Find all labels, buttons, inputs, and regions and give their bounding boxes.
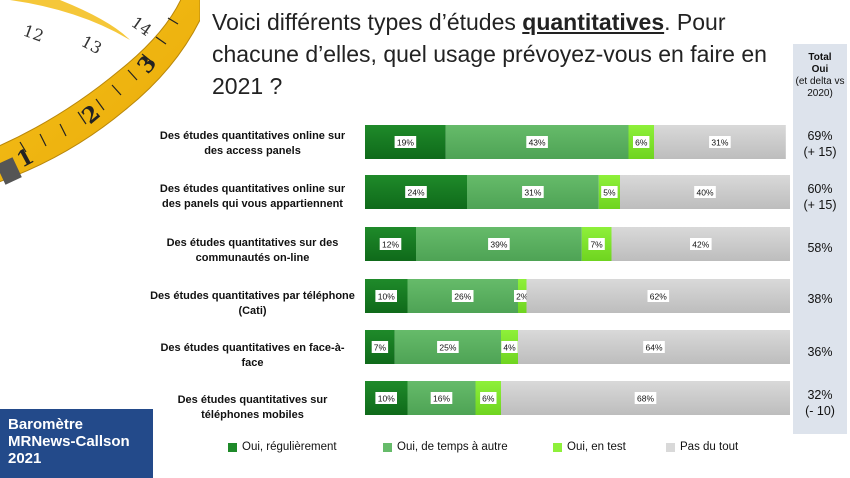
- data-label-row2-series3: 5%: [603, 187, 616, 197]
- category-label-1: Des études quantitatives online sur des …: [159, 130, 346, 157]
- data-label-row4-series2: 26%: [454, 291, 471, 301]
- category-label-6: Des études quantitatives sur téléphones …: [177, 394, 328, 421]
- data-label-box-row3-series3: [588, 238, 605, 250]
- total-value-row-1: 69% (+ 15): [803, 129, 837, 159]
- data-label-box-row5-series2: [437, 341, 459, 353]
- data-label-row6-series3: 6%: [482, 393, 495, 403]
- data-label-row4-series3: 2%: [516, 291, 529, 301]
- data-label-row2-series1: 24%: [407, 187, 424, 197]
- data-label-row4-series4: 62%: [650, 291, 667, 301]
- title-emphasis: quantitatives: [522, 9, 665, 35]
- data-label-row1-series2: 43%: [529, 137, 546, 147]
- data-label-box-row1-series3: [633, 136, 650, 148]
- data-label-row6-series4: 68%: [637, 393, 654, 403]
- data-label-row2-series4: 40%: [696, 187, 713, 197]
- category-label-4: Des études quantitatives par téléphone (…: [150, 290, 355, 317]
- data-label-box-row6-series3: [480, 392, 497, 404]
- data-label-box-row2-series3: [601, 186, 618, 198]
- data-label-box-row1-series2: [526, 136, 548, 148]
- data-label-row1-series1: 19%: [397, 137, 414, 147]
- total-value-row-3: 58%: [807, 241, 833, 255]
- data-label-box-row5-series3: [501, 341, 518, 353]
- total-value-row-2: 60% (+ 15): [803, 182, 837, 212]
- measuring-tape-image: 1 2 3 12 13 14: [0, 0, 200, 185]
- category-label-2: Des études quantitatives online sur des …: [159, 183, 346, 210]
- legend-item-reguliere: Oui, régulièrement: [228, 440, 337, 454]
- data-label-box-row6-series4: [634, 392, 657, 404]
- total-header-oui: Oui: [811, 64, 829, 75]
- data-label-row2-series2: 31%: [524, 187, 541, 197]
- total-header-label: Total: [808, 52, 832, 63]
- total-value-row-6: 32% (- 10): [805, 388, 835, 418]
- data-label-box-row6-series2: [430, 392, 453, 404]
- data-label-row6-series2: 16%: [433, 393, 450, 403]
- data-label-row3-series4: 42%: [692, 239, 709, 249]
- data-label-row5-series4: 64%: [645, 342, 662, 352]
- legend-swatch-pas: [666, 442, 675, 452]
- legend-item-temps: Oui, de temps à autre: [383, 440, 508, 454]
- legend-item-pas: Pas du tout: [666, 440, 738, 454]
- category-label-3: Des études quantitatives sur des communa…: [166, 237, 339, 264]
- data-label-row5-series1: 7%: [374, 342, 387, 352]
- legend-swatch-temps: [383, 442, 392, 452]
- legend-swatch-test: [553, 442, 562, 452]
- data-label-box-row3-series1: [379, 238, 402, 250]
- legend-item-test: Oui, en test: [553, 440, 626, 454]
- data-label-row3-series1: 12%: [382, 239, 399, 249]
- data-label-box-row6-series1: [375, 392, 397, 404]
- data-label-row4-series1: 10%: [378, 291, 395, 301]
- total-column-panel: [793, 44, 847, 434]
- data-label-box-row3-series2: [488, 238, 510, 250]
- data-label-box-row2-series4: [694, 186, 716, 198]
- total-header-note: (et delta vs 2020): [795, 76, 845, 99]
- data-label-row1-series3: 6%: [635, 137, 648, 147]
- category-label-5: Des études quantitatives en face-à-face: [160, 342, 345, 369]
- data-label-box-row2-series2: [522, 186, 544, 198]
- total-value-row-5: 36%: [807, 345, 833, 359]
- data-label-row3-series3: 7%: [590, 239, 603, 249]
- legend-swatch-reguliere: [228, 442, 237, 452]
- data-label-box-row2-series1: [405, 186, 427, 198]
- data-label-row1-series4: 31%: [711, 137, 728, 147]
- data-label-row5-series3: 4%: [503, 342, 516, 352]
- data-label-row3-series2: 39%: [490, 239, 507, 249]
- total-column-header: Total Oui (et delta vs 2020): [793, 52, 847, 100]
- barometre-badge: Baromètre MRNews-Callson 2021: [0, 409, 153, 478]
- data-label-box-row3-series4: [690, 238, 712, 250]
- data-label-box-row4-series4: [647, 290, 670, 302]
- data-label-box-row4-series1: [375, 290, 397, 302]
- data-label-row5-series2: 25%: [439, 342, 456, 352]
- data-label-row6-series1: 10%: [378, 393, 395, 403]
- data-label-box-row4-series3: [514, 290, 531, 302]
- data-label-box-row5-series4: [643, 341, 665, 353]
- data-label-box-row4-series2: [451, 290, 474, 302]
- page-title: Voici différents types d’études quantita…: [212, 9, 767, 99]
- data-label-box-row1-series4: [709, 136, 731, 148]
- data-label-box-row5-series1: [371, 341, 389, 353]
- data-label-box-row1-series1: [394, 136, 417, 148]
- total-value-row-4: 38%: [807, 292, 833, 306]
